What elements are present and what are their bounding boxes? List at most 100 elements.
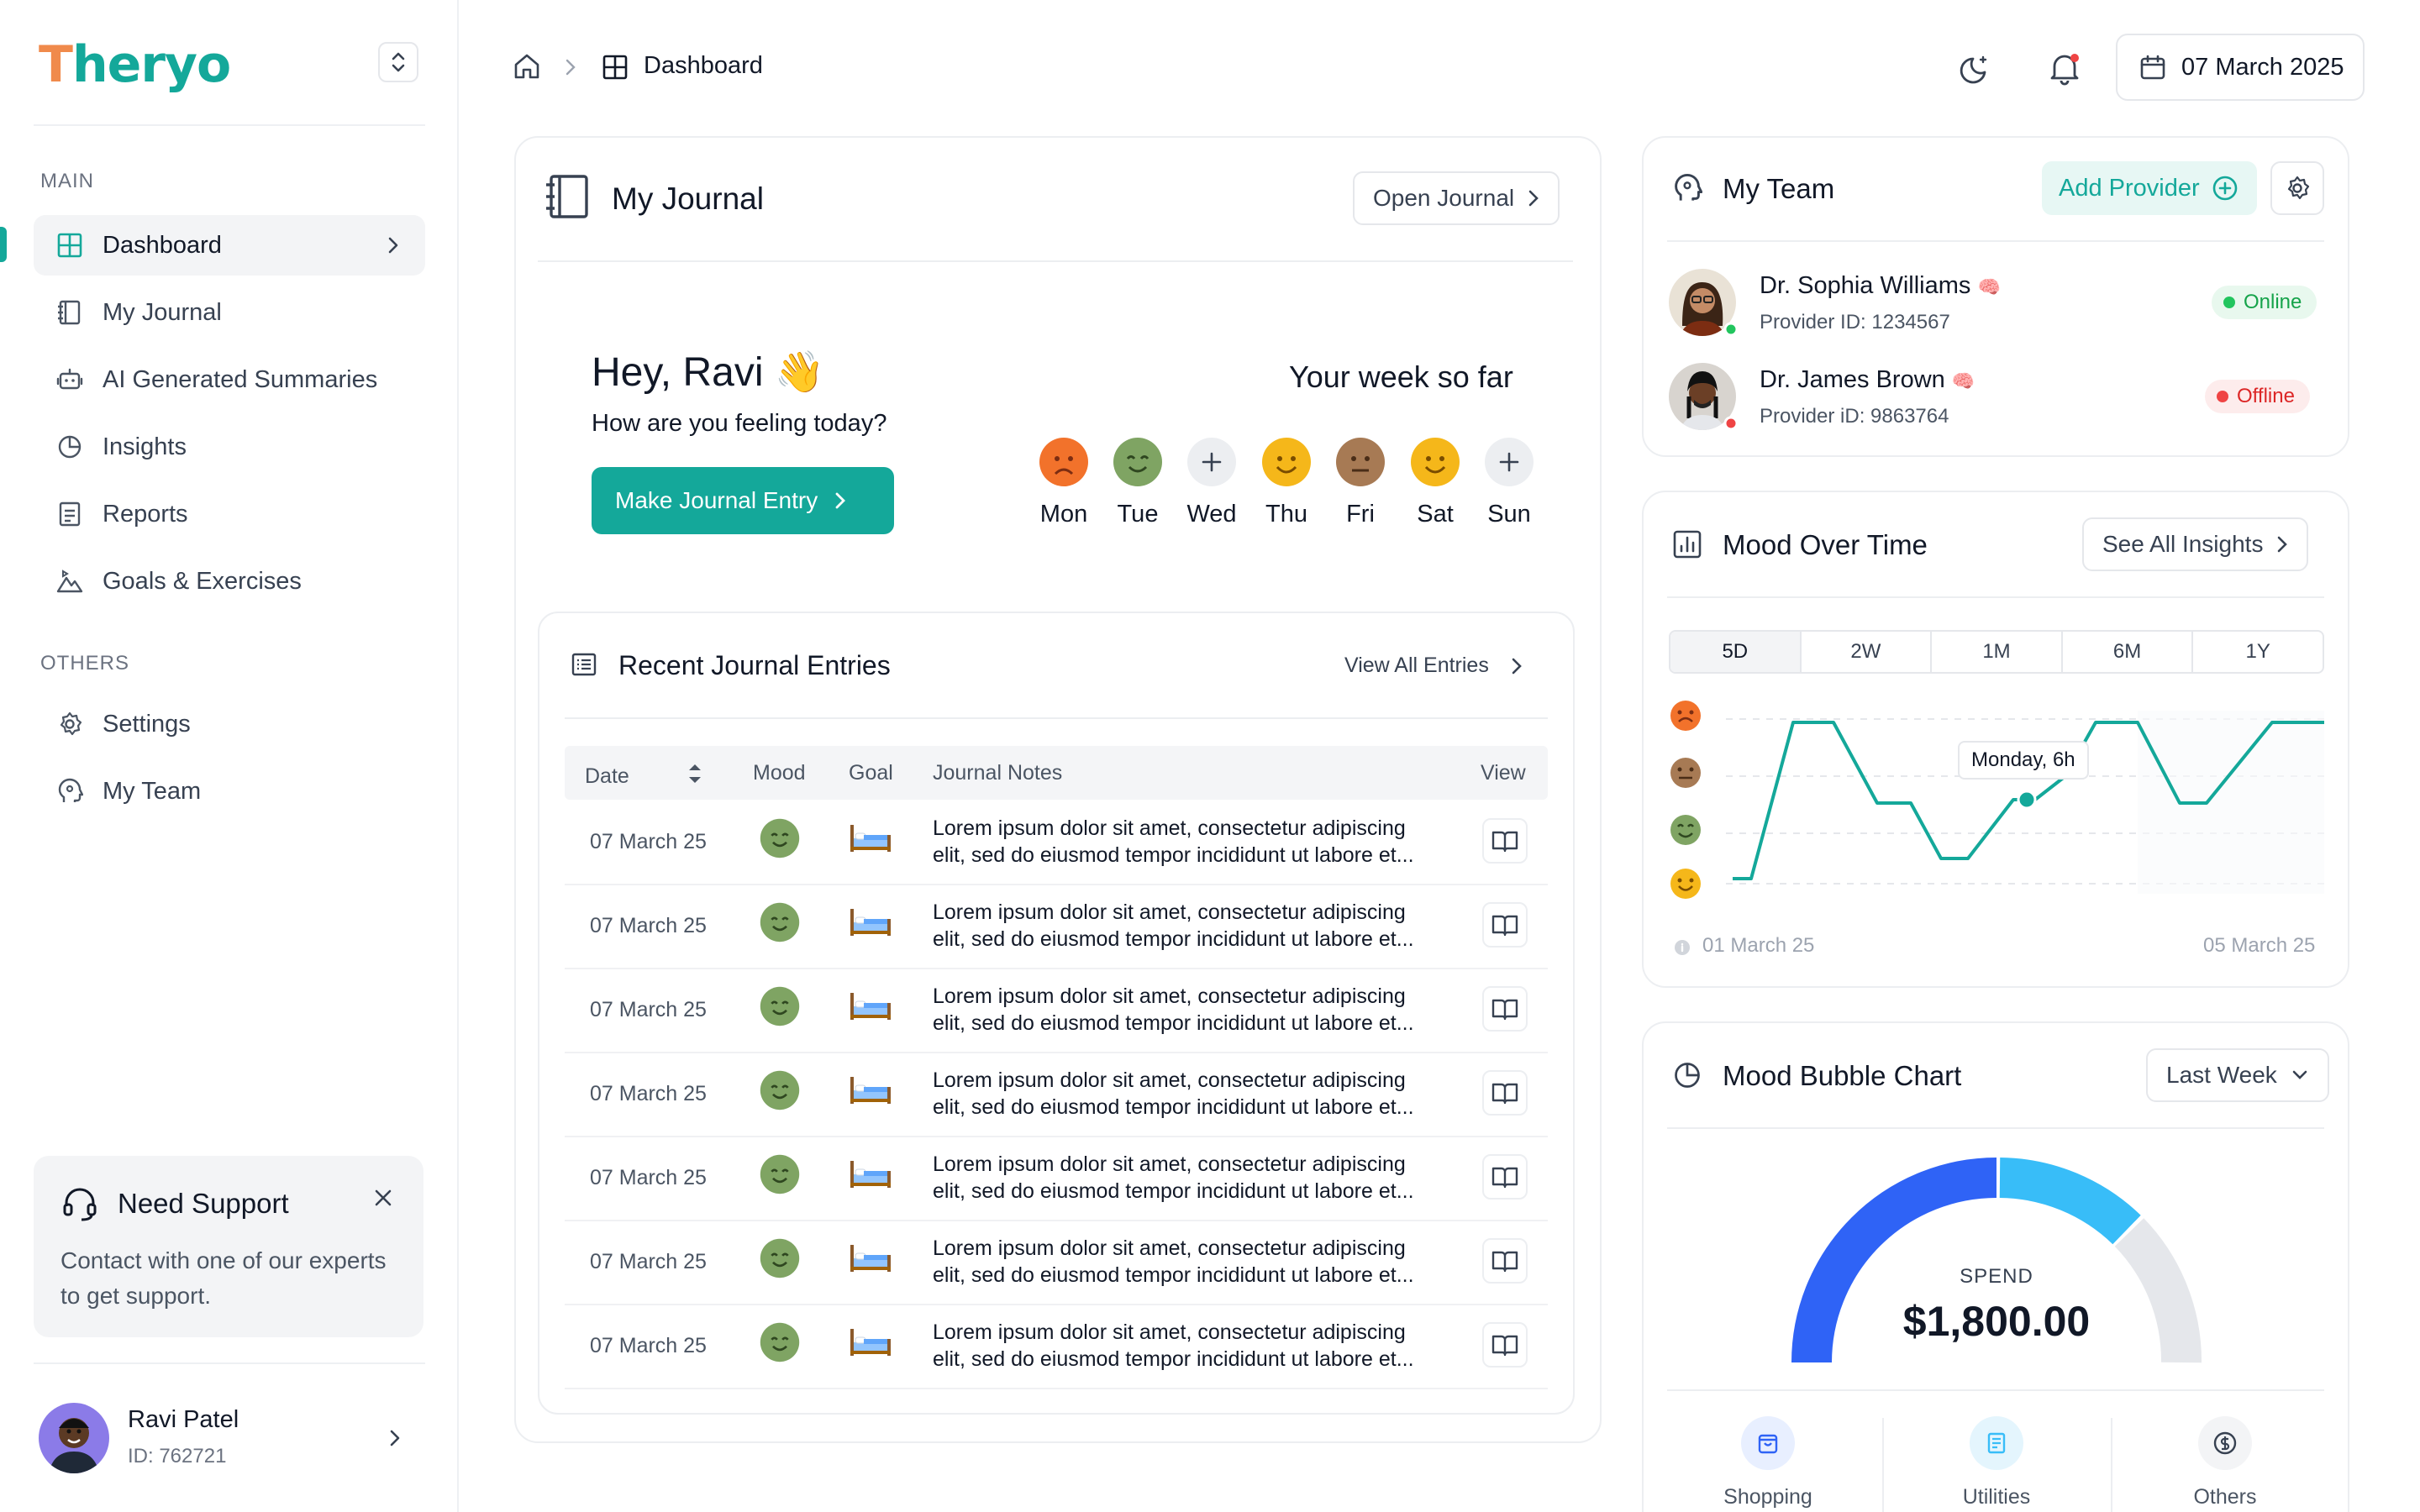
provider-avatar[interactable] (1667, 267, 1739, 339)
chevron-right-icon (388, 237, 398, 254)
sidebar-item-settings[interactable]: Settings (34, 694, 425, 754)
content-face-icon (760, 1322, 800, 1362)
tab-range-2w[interactable]: 2W (1802, 632, 1933, 672)
sidebar-item-insights[interactable]: Insights (34, 417, 425, 477)
see-all-insights-button[interactable]: See All Insights (2082, 517, 2309, 571)
sidebar-item-reports[interactable]: Reports (34, 484, 425, 544)
view-all-entries-link[interactable]: View All Entries (1344, 654, 1523, 678)
view-entry-button[interactable] (1482, 1154, 1528, 1200)
bell-icon[interactable] (2047, 50, 2082, 86)
support-text: Contact with one of our experts to get s… (60, 1247, 387, 1309)
divider (565, 717, 1548, 719)
sidebar-item-my-team[interactable]: My Team (34, 761, 425, 822)
user-name: Ravi Patel (128, 1406, 239, 1433)
greeting-question: How are you feeling today? (592, 410, 887, 437)
entry-note-line: Lorem ipsum dolor sit amet, consectetur … (933, 816, 1406, 840)
sidebar-item-goals[interactable]: Goals & Exercises (34, 551, 425, 612)
mood-bubble-title: Mood Bubble Chart (1723, 1060, 1962, 1091)
tab-range-1y[interactable]: 1Y (2245, 640, 2270, 663)
provider-avatar[interactable] (1667, 361, 1739, 433)
content-face-icon (760, 1070, 800, 1110)
category-utilities[interactable]: Utilities (1912, 1416, 2081, 1509)
date-picker-button[interactable]: 07 March 2025 (2116, 34, 2365, 101)
week-day-thu[interactable]: Thu (1249, 437, 1323, 528)
chevron-right-icon[interactable] (388, 1426, 402, 1450)
team-settings-button[interactable] (2270, 161, 2324, 215)
book-open-icon (1491, 1251, 1518, 1273)
row-divider (565, 1304, 1548, 1305)
make-journal-entry-button[interactable]: Make Journal Entry (592, 467, 894, 534)
week-day-tue[interactable]: Tue (1101, 437, 1175, 528)
sidebar-toggle-button[interactable] (378, 42, 418, 82)
row-divider (565, 1388, 1548, 1389)
column-header-notes: Journal Notes (933, 761, 1063, 785)
week-day-sat[interactable]: Sat (1398, 437, 1472, 528)
week-day-sun[interactable]: Sun (1472, 437, 1546, 528)
provider-name[interactable]: Dr. Sophia Williams 🧠 (1760, 272, 2001, 299)
sort-icon[interactable] (686, 761, 704, 786)
entry-note-line: elit, sed do eiusmod tempor incididunt u… (933, 1095, 1414, 1119)
week-day-label: Thu (1265, 501, 1307, 528)
recent-entries-title: Recent Journal Entries (618, 650, 891, 680)
column-header-mood: Mood (753, 761, 806, 785)
add-provider-button[interactable]: Add Provider (2042, 161, 2257, 215)
week-day-label: Fri (1346, 501, 1375, 528)
view-entry-button[interactable] (1482, 902, 1528, 948)
bed-icon (849, 1075, 892, 1105)
bed-icon (849, 991, 892, 1021)
book-open-icon (1491, 1167, 1518, 1189)
category-shopping[interactable]: Shopping (1684, 1416, 1852, 1509)
entry-note-line: Lorem ipsum dolor sit amet, consectetur … (933, 984, 1406, 1008)
row-divider (565, 884, 1548, 885)
week-day-label: Sun (1487, 501, 1531, 528)
category-others[interactable]: Others (2141, 1416, 2309, 1509)
chevron-right-icon (566, 59, 576, 76)
entry-date: 07 March 25 (590, 1166, 707, 1189)
week-day-mon[interactable]: Mon (1027, 437, 1101, 528)
plus-circle-icon (2212, 176, 2237, 201)
moon-icon[interactable] (1960, 52, 1993, 86)
entry-note-line: elit, sed do eiusmod tempor incididunt u… (933, 843, 1414, 867)
see-all-label: See All Insights (2102, 531, 2264, 557)
divider (2111, 1418, 2112, 1512)
close-icon[interactable] (373, 1188, 393, 1208)
chevron-right-icon (1512, 658, 1522, 674)
column-header-date[interactable]: Date (585, 764, 629, 788)
tab-range-1m[interactable]: 1M (1932, 632, 2063, 672)
robot-icon (55, 365, 84, 394)
sidebar-item-my-journal[interactable]: My Journal (34, 282, 425, 343)
entry-date: 07 March 25 (590, 1082, 707, 1105)
open-journal-button[interactable]: Open Journal (1353, 171, 1560, 225)
view-entry-button[interactable] (1482, 1070, 1528, 1116)
view-entry-button[interactable] (1482, 1322, 1528, 1368)
week-day-fri[interactable]: Fri (1323, 437, 1397, 528)
sidebar-item-label: Reports (103, 500, 188, 528)
bed-icon (849, 1243, 892, 1273)
view-entry-button[interactable] (1482, 1238, 1528, 1284)
divider (1667, 240, 2324, 242)
neutral-face-icon (1670, 758, 1701, 788)
sidebar-item-dashboard[interactable]: Dashboard (34, 215, 425, 276)
sidebar-item-label: Dashboard (103, 231, 222, 259)
breadcrumb-current[interactable]: Dashboard (644, 52, 763, 79)
view-entry-button[interactable] (1482, 818, 1528, 864)
notebook-icon (55, 298, 84, 327)
view-entry-button[interactable] (1482, 986, 1528, 1032)
head-icon (55, 777, 84, 806)
book-open-icon (1491, 915, 1518, 937)
open-journal-label: Open Journal (1373, 185, 1515, 211)
provider-name[interactable]: Dr. James Brown 🧠 (1760, 366, 1975, 393)
chevron-right-icon (2278, 536, 2288, 553)
tab-range-5d[interactable]: 5D (1670, 632, 1802, 672)
sidebar-item-ai-summaries[interactable]: AI Generated Summaries (34, 349, 425, 410)
home-icon[interactable] (513, 52, 541, 81)
column-header-view: View (1481, 761, 1526, 785)
entry-note-line: Lorem ipsum dolor sit amet, consectetur … (933, 1068, 1406, 1092)
sidebar-item-label: AI Generated Summaries (103, 365, 378, 393)
notebook-icon (546, 175, 588, 218)
tab-range-6m[interactable]: 6M (2063, 632, 2194, 672)
week-day-wed[interactable]: Wed (1175, 437, 1249, 528)
spend-gauge (1791, 1158, 2202, 1363)
mood-line-chart (1670, 701, 2324, 899)
period-select[interactable]: Last Week (2146, 1048, 2329, 1102)
